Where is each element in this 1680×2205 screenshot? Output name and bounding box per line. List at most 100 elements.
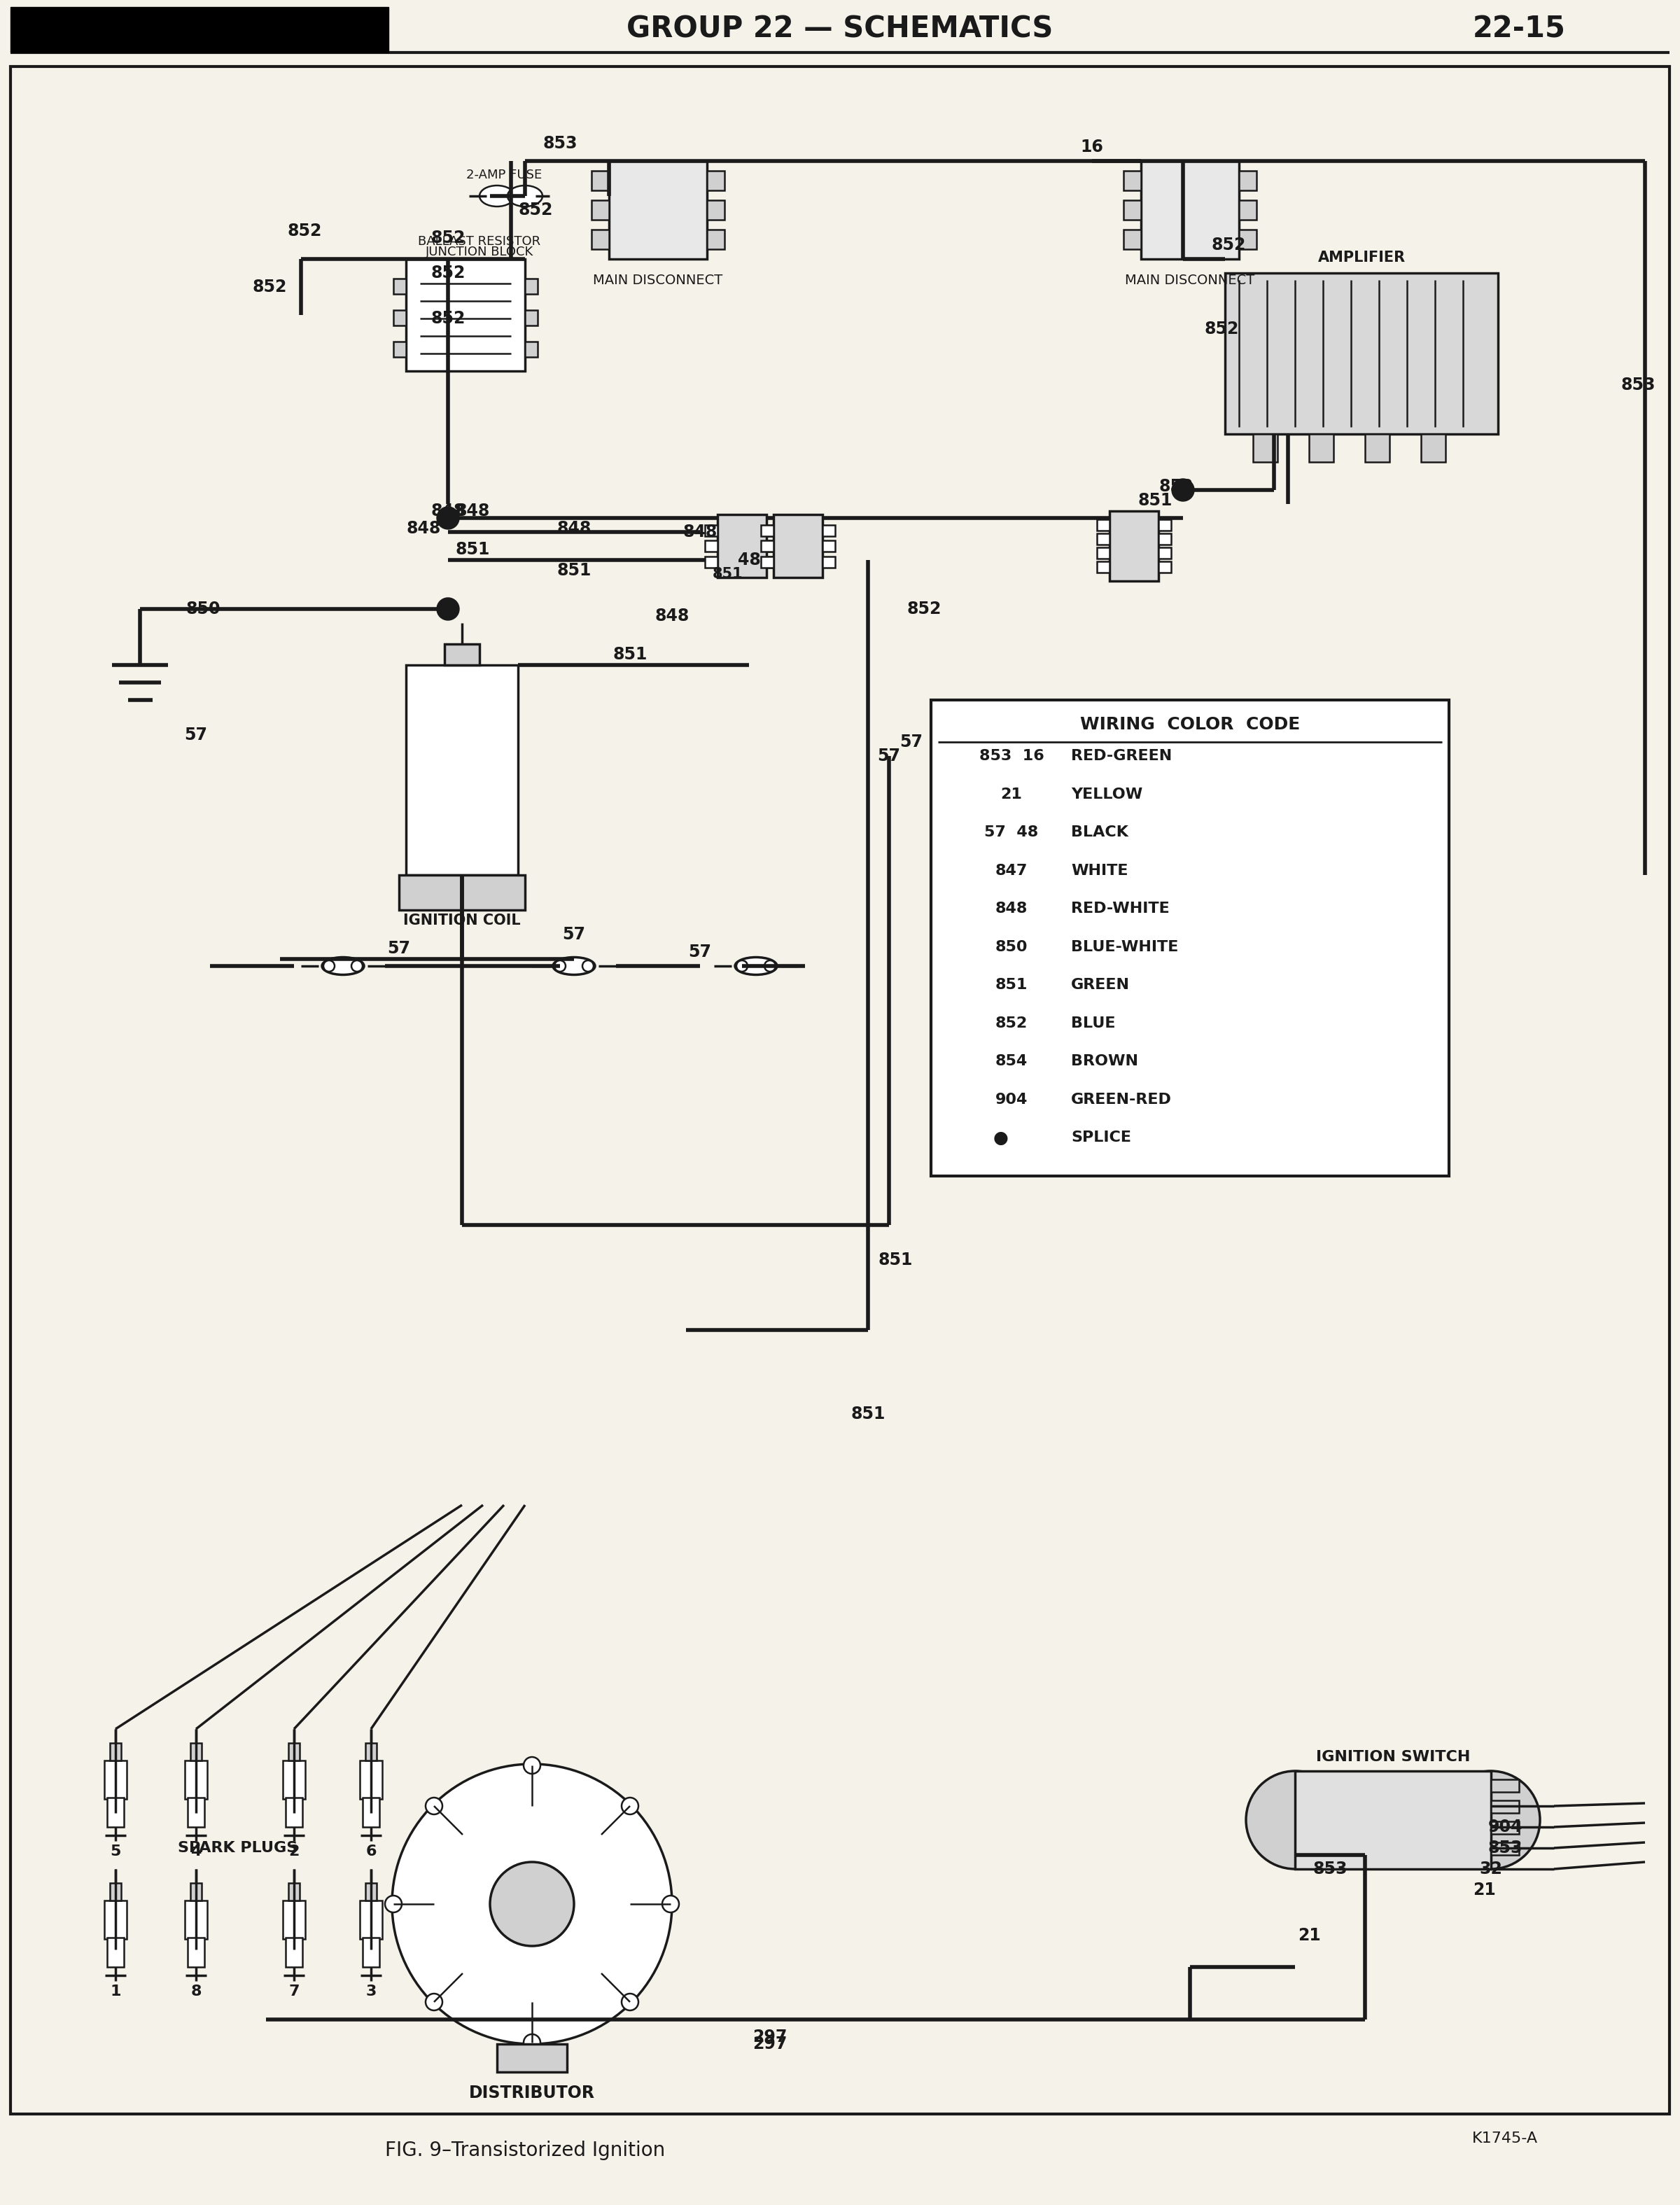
Text: 32: 32 bbox=[1480, 1861, 1502, 1876]
Circle shape bbox=[1344, 1799, 1386, 1841]
Text: 854: 854 bbox=[995, 1054, 1028, 1069]
Text: 851: 851 bbox=[556, 562, 591, 580]
Text: MAIN DISCONNECT: MAIN DISCONNECT bbox=[593, 273, 722, 287]
Bar bbox=[108, 1797, 124, 1828]
Bar bbox=[109, 1883, 121, 1901]
Circle shape bbox=[554, 961, 566, 972]
Bar bbox=[190, 1883, 202, 1901]
Bar bbox=[1364, 434, 1389, 463]
Bar bbox=[1253, 434, 1277, 463]
Text: 853: 853 bbox=[1488, 1839, 1522, 1857]
Circle shape bbox=[524, 2035, 541, 2051]
Bar bbox=[1141, 161, 1240, 258]
Bar bbox=[393, 278, 407, 293]
Text: 853  16: 853 16 bbox=[979, 750, 1043, 763]
Circle shape bbox=[736, 961, 748, 972]
Bar bbox=[185, 1901, 207, 1938]
Bar bbox=[766, 525, 780, 536]
Text: WIRING  COLOR  CODE: WIRING COLOR CODE bbox=[1080, 717, 1300, 732]
Circle shape bbox=[1441, 1771, 1541, 1870]
Circle shape bbox=[622, 1797, 638, 1815]
Text: 6: 6 bbox=[366, 1846, 376, 1859]
Circle shape bbox=[1315, 443, 1327, 454]
Circle shape bbox=[425, 1797, 442, 1815]
Bar bbox=[445, 644, 479, 666]
Circle shape bbox=[437, 598, 459, 620]
Text: 297: 297 bbox=[753, 2035, 788, 2053]
Text: 852: 852 bbox=[517, 201, 553, 218]
Bar bbox=[1240, 229, 1257, 249]
Bar bbox=[1492, 1843, 1519, 1854]
Text: 2: 2 bbox=[289, 1846, 299, 1859]
Text: 5: 5 bbox=[111, 1846, 121, 1859]
Bar bbox=[400, 875, 524, 911]
Text: 852: 852 bbox=[995, 1017, 1028, 1030]
Ellipse shape bbox=[479, 185, 514, 207]
Bar bbox=[289, 1742, 299, 1760]
Text: 852: 852 bbox=[430, 265, 465, 282]
Bar bbox=[773, 514, 823, 578]
Bar bbox=[707, 201, 724, 220]
Circle shape bbox=[1156, 203, 1169, 216]
Text: BLUE: BLUE bbox=[1072, 1017, 1116, 1030]
Text: 848: 848 bbox=[556, 520, 591, 536]
Bar bbox=[1159, 562, 1171, 573]
Circle shape bbox=[1211, 174, 1225, 187]
Text: 853: 853 bbox=[543, 135, 578, 152]
Text: IGNITION SWITCH: IGNITION SWITCH bbox=[1315, 1751, 1470, 1764]
Bar bbox=[1124, 201, 1141, 220]
Circle shape bbox=[351, 961, 363, 972]
Text: 21: 21 bbox=[1001, 787, 1023, 800]
Circle shape bbox=[1156, 174, 1169, 187]
Bar bbox=[1124, 229, 1141, 249]
Circle shape bbox=[1260, 443, 1270, 454]
Text: RED-WHITE: RED-WHITE bbox=[1072, 902, 1169, 915]
Text: 57: 57 bbox=[877, 747, 900, 765]
Bar bbox=[289, 1883, 299, 1901]
Text: 848: 848 bbox=[430, 503, 465, 520]
Text: 904: 904 bbox=[995, 1094, 1028, 1107]
Bar bbox=[524, 342, 538, 357]
Bar bbox=[823, 525, 835, 536]
Bar bbox=[363, 1938, 380, 1967]
Text: BROWN: BROWN bbox=[1072, 1054, 1139, 1069]
Bar bbox=[497, 2044, 568, 2073]
Text: GROUP 22 — SCHEMATICS: GROUP 22 — SCHEMATICS bbox=[627, 15, 1053, 44]
Bar bbox=[591, 170, 610, 190]
Bar bbox=[286, 1797, 302, 1828]
Text: 848: 848 bbox=[455, 503, 489, 520]
Circle shape bbox=[1247, 1771, 1344, 1870]
Circle shape bbox=[437, 507, 459, 529]
Bar bbox=[761, 556, 773, 567]
Text: 57: 57 bbox=[689, 944, 712, 961]
Bar bbox=[286, 1938, 302, 1967]
Bar bbox=[1492, 1801, 1519, 1813]
Text: 852: 852 bbox=[1205, 320, 1238, 337]
Bar bbox=[761, 525, 773, 536]
Text: 21: 21 bbox=[1297, 1927, 1320, 1945]
Text: RED-GREEN: RED-GREEN bbox=[1072, 750, 1173, 763]
Text: 852: 852 bbox=[1211, 236, 1245, 254]
Text: BALLAST RESISTOR: BALLAST RESISTOR bbox=[418, 236, 541, 247]
Ellipse shape bbox=[507, 185, 543, 207]
Text: K1745-A: K1745-A bbox=[1472, 2132, 1537, 2145]
Text: 852: 852 bbox=[430, 311, 465, 326]
Text: 8: 8 bbox=[190, 1984, 202, 1998]
Bar bbox=[10, 7, 388, 53]
Bar bbox=[188, 1797, 205, 1828]
Text: IGNITION COIL: IGNITION COIL bbox=[403, 913, 521, 928]
Bar bbox=[706, 556, 717, 567]
Bar bbox=[363, 1797, 380, 1828]
Bar bbox=[524, 311, 538, 326]
Text: 1: 1 bbox=[111, 1984, 121, 1998]
Bar bbox=[591, 201, 610, 220]
Circle shape bbox=[1211, 203, 1225, 216]
Text: BLUE-WHITE: BLUE-WHITE bbox=[1072, 939, 1178, 955]
Text: BLACK: BLACK bbox=[1072, 825, 1129, 840]
Text: 850: 850 bbox=[186, 600, 220, 617]
Text: 4: 4 bbox=[190, 1846, 202, 1859]
Text: YELLOW: YELLOW bbox=[1072, 787, 1142, 800]
Bar bbox=[360, 1901, 383, 1938]
Bar bbox=[1309, 434, 1334, 463]
Circle shape bbox=[1428, 443, 1438, 454]
